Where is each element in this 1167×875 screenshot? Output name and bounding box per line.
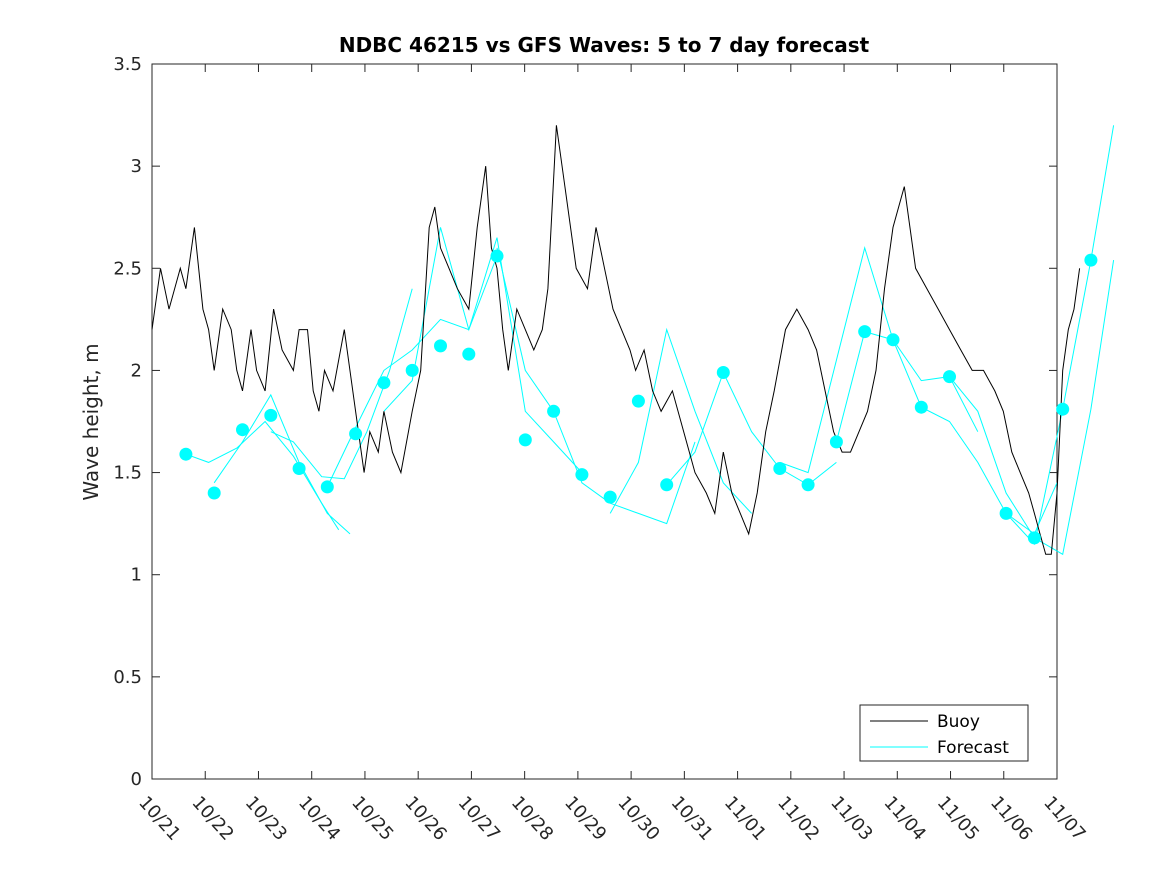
forecast-point	[207, 486, 221, 500]
y-axis-label: Wave height, m	[79, 343, 103, 500]
forecast-point	[377, 376, 391, 390]
forecast-point	[462, 347, 476, 361]
forecast-point	[943, 370, 956, 384]
y-tick-label: 2	[131, 360, 142, 381]
y-tick-label: 1.5	[113, 463, 142, 484]
forecast-point	[603, 490, 617, 504]
series-layer	[151, 125, 1115, 556]
forecast-point	[264, 408, 278, 422]
forecast-point	[660, 478, 674, 492]
forecast-line	[609, 327, 752, 514]
forecast-point	[1084, 253, 1098, 267]
forecast-point	[547, 404, 561, 418]
y-tick-label: 1	[131, 565, 142, 586]
forecast-point	[829, 435, 843, 449]
forecast-point	[575, 468, 589, 482]
forecast-point	[292, 462, 306, 475]
legend: Buoy Forecast	[859, 704, 1029, 762]
buoy-line	[151, 125, 1081, 555]
y-tick-label: 3.5	[113, 54, 142, 75]
legend-box	[859, 704, 1029, 762]
forecast-line	[383, 227, 583, 473]
forecast-point	[801, 478, 815, 492]
legend-forecast-label: Forecast	[937, 738, 1009, 758]
forecast-point	[434, 339, 447, 353]
forecast-point	[914, 400, 928, 414]
y-tick-label: 3	[131, 156, 142, 177]
y-axis: 0 0.5 1 1.5 2 2.5 3 3.5	[113, 54, 1057, 790]
forecast-point	[999, 506, 1013, 520]
forecast-point	[858, 325, 872, 339]
forecast-point	[349, 427, 363, 441]
forecast-point	[518, 433, 532, 447]
y-tick-label: 0	[131, 769, 142, 790]
forecast-point	[773, 462, 787, 475]
forecast-line	[835, 330, 1058, 535]
forecast-point	[320, 480, 334, 494]
forecast-line	[270, 288, 413, 480]
forecast-line	[213, 393, 351, 535]
plot-area	[151, 63, 1058, 780]
forecast-line	[496, 247, 696, 525]
y-tick-label: 2.5	[113, 258, 142, 279]
forecast-point	[405, 363, 419, 377]
forecast-point	[490, 249, 504, 263]
forecast-point	[716, 366, 730, 379]
legend-buoy-label: Buoy	[937, 712, 980, 732]
chart-title: NDBC 46215 vs GFS Waves: 5 to 7 day fore…	[339, 33, 870, 57]
forecast-point	[179, 447, 193, 461]
forecast-point	[1027, 531, 1041, 545]
y-tick-label: 0.5	[113, 667, 142, 688]
forecast-point	[236, 423, 249, 437]
forecast-point	[1056, 402, 1070, 416]
forecast-point	[886, 333, 900, 347]
forecast-point	[631, 394, 645, 408]
